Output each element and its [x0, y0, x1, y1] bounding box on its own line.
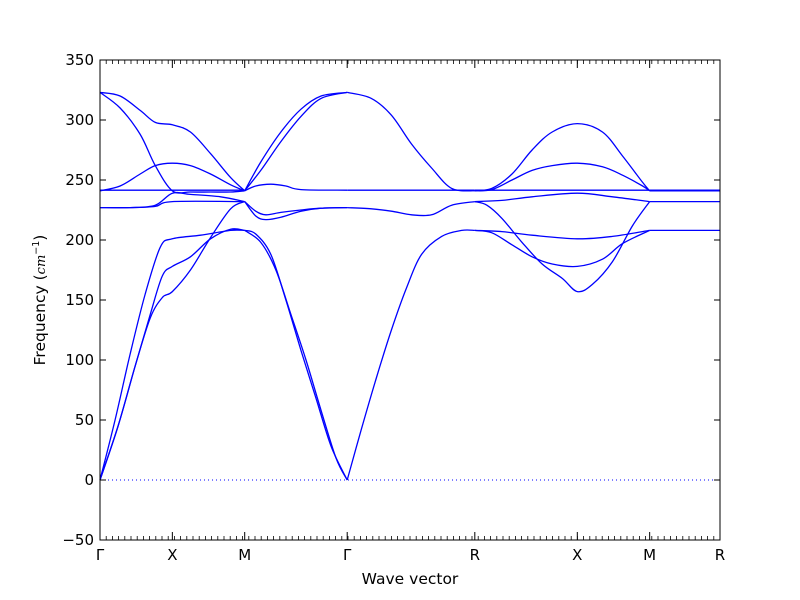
plot-area: [100, 60, 720, 540]
x-tick-label: M: [238, 546, 251, 564]
band-line-3: [99, 162, 245, 192]
band-line-1: [99, 91, 246, 192]
band-line-20: [346, 229, 475, 481]
y-axis-label-prefix: Frequency (: [31, 274, 49, 365]
y-tick-label: 0: [84, 471, 94, 489]
y-axis-label-unit: cm: [34, 255, 49, 275]
y-tick-label: 300: [65, 111, 94, 129]
band-line-14: [244, 201, 348, 216]
x-tick-label: Γ: [96, 546, 105, 564]
minor-ticks: [99, 60, 721, 540]
band-line-17: [347, 91, 475, 192]
band-line-21: [474, 122, 651, 192]
plot-frame: [99, 59, 721, 541]
y-tick-label: 50: [75, 411, 94, 429]
y-tick-label: 150: [65, 291, 94, 309]
x-tick-label: X: [572, 546, 582, 564]
y-axis-ticks: −50 0 50 100 150 200 250 300 350: [62, 51, 720, 549]
y-tick-label: −50: [62, 531, 94, 549]
x-tick-label: R: [715, 546, 725, 564]
band-line-25: [474, 200, 651, 293]
band-line-24: [474, 192, 650, 203]
y-tick-label: 350: [65, 51, 94, 69]
band-line-10: [244, 183, 348, 192]
band-line-11: [244, 91, 348, 192]
x-tick-label: R: [470, 546, 480, 564]
y-axis-label: Frequency (cm−1): [31, 235, 49, 366]
x-tick-label: M: [643, 546, 656, 564]
band-line-26: [474, 229, 650, 240]
band-line-27: [474, 229, 650, 268]
band-line-22: [474, 162, 651, 192]
y-tick-label: 100: [65, 351, 94, 369]
band-line-6: [99, 200, 245, 209]
band-line-16: [244, 229, 348, 481]
band-line-12: [244, 91, 348, 192]
y-tick-label: 250: [65, 171, 94, 189]
y-axis-label-suffix: ): [31, 235, 49, 241]
y-axis-label-exponent: −1: [31, 241, 42, 255]
x-tick-label: X: [167, 546, 177, 564]
band-line-19: [347, 200, 475, 217]
y-tick-label: 200: [65, 231, 94, 249]
x-axis-label: Wave vector: [362, 570, 459, 588]
x-tick-label: Γ: [343, 546, 352, 564]
band-line-9: [99, 200, 245, 481]
band-lines: [99, 91, 720, 481]
